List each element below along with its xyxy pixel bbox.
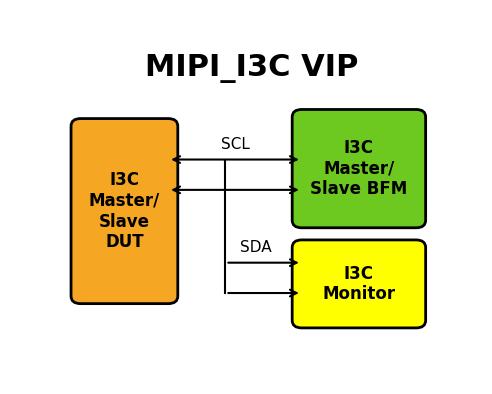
FancyBboxPatch shape (71, 119, 178, 304)
Text: SDA: SDA (240, 240, 272, 255)
FancyBboxPatch shape (292, 240, 426, 328)
FancyBboxPatch shape (292, 110, 426, 228)
Text: MIPI_I3C VIP: MIPI_I3C VIP (146, 54, 359, 83)
Text: SCL: SCL (220, 137, 249, 152)
Text: I3C
Master/
Slave
DUT: I3C Master/ Slave DUT (89, 171, 160, 251)
Text: I3C
Master/
Slave BFM: I3C Master/ Slave BFM (310, 139, 407, 199)
Text: I3C
Monitor: I3C Monitor (322, 264, 396, 303)
